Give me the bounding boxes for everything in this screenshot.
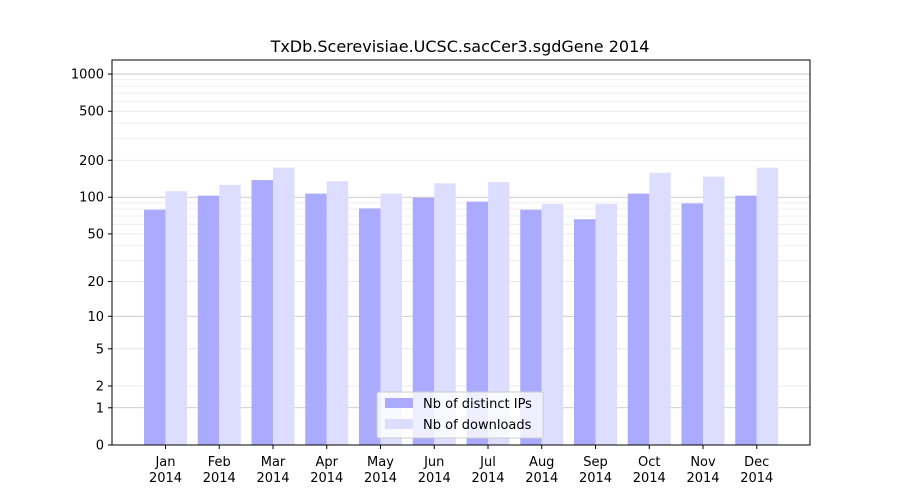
- y-tick-label: 20: [87, 275, 104, 290]
- bar-downloads: [541, 204, 564, 445]
- x-tick-label-year: 2014: [310, 471, 343, 486]
- bar-distinct-ips: [197, 195, 220, 445]
- bar-downloads: [165, 191, 187, 445]
- x-tick-label-year: 2014: [203, 471, 236, 486]
- x-tick-label-month: Feb: [208, 455, 231, 470]
- x-tick-label-month: Oct: [638, 455, 660, 470]
- x-tick-label-year: 2014: [149, 471, 182, 486]
- bar-distinct-ips: [412, 197, 435, 445]
- y-tick-label: 200: [79, 154, 104, 169]
- bar-downloads: [756, 167, 779, 445]
- x-tick-label-year: 2014: [686, 471, 719, 486]
- y-tick-label: 5: [96, 342, 104, 357]
- x-tick-label-year: 2014: [633, 471, 666, 486]
- x-tick-label-month: Jul: [479, 455, 496, 470]
- y-tick-label: 100: [79, 191, 104, 206]
- y-tick-label: 500: [79, 105, 104, 120]
- x-tick-label-month: Jan: [154, 455, 175, 470]
- y-tick-label: 1000: [71, 68, 104, 83]
- x-tick-label-month: Sep: [583, 455, 608, 470]
- legend-box: [376, 391, 544, 439]
- x-tick-label-year: 2014: [471, 471, 504, 486]
- x-tick-label-year: 2014: [579, 471, 612, 486]
- bar-downloads: [326, 181, 349, 445]
- x-tick-label-month: May: [367, 455, 394, 470]
- x-tick-label-month: Nov: [690, 455, 716, 470]
- bar-distinct-ips: [681, 203, 703, 445]
- legend-swatch-ips: [385, 398, 413, 408]
- bar-downloads: [595, 204, 617, 445]
- plot-frame: [111, 59, 811, 446]
- y-tick-label: 1: [96, 401, 104, 416]
- x-tick-label-month: Apr: [316, 455, 339, 470]
- x-tick-label-year: 2014: [418, 471, 451, 486]
- x-tick-label-year: 2014: [740, 471, 773, 486]
- bar-distinct-ips: [359, 208, 381, 445]
- y-tick-label: 2: [96, 380, 104, 395]
- bar-distinct-ips: [305, 193, 327, 445]
- bar-downloads: [219, 184, 241, 445]
- legend-label-ips: Nb of distinct IPs: [423, 397, 532, 412]
- bar-downloads: [434, 183, 456, 445]
- x-tick-label-month: Dec: [744, 455, 769, 470]
- legend-swatch-downloads: [385, 419, 413, 429]
- legend: Nb of distinct IPs Nb of downloads: [376, 391, 544, 439]
- bar-downloads: [488, 182, 510, 445]
- bar-downloads: [273, 167, 295, 445]
- bar-distinct-ips: [520, 209, 542, 445]
- y-tick-label: 50: [87, 227, 104, 242]
- bar-downloads: [649, 172, 671, 445]
- bar-distinct-ips: [627, 193, 650, 445]
- bar-distinct-ips: [251, 180, 273, 445]
- x-tick-label-month: Jun: [423, 455, 444, 470]
- x-tick-label-year: 2014: [525, 471, 558, 486]
- bar-distinct-ips: [574, 219, 596, 445]
- bar-distinct-ips: [144, 209, 166, 445]
- bar-downloads: [380, 193, 402, 445]
- chart-title: TxDb.Scerevisiae.UCSC.sacCer3.sgdGene 20…: [270, 37, 650, 56]
- legend-label-downloads: Nb of downloads: [423, 418, 532, 433]
- y-tick-label: 10: [87, 310, 104, 325]
- x-axis: Jan2014Feb2014Mar2014Apr2014May2014Jun20…: [149, 445, 773, 486]
- x-tick-label-year: 2014: [256, 471, 289, 486]
- x-tick-label-month: Aug: [529, 455, 554, 470]
- y-tick-label: 0: [96, 439, 104, 454]
- bar-distinct-ips: [735, 195, 757, 445]
- bar-downloads: [703, 176, 725, 445]
- x-tick-label-month: Mar: [261, 455, 286, 470]
- bars: [144, 167, 779, 445]
- x-tick-label-year: 2014: [364, 471, 397, 486]
- bar-distinct-ips: [466, 201, 488, 445]
- y-axis: 0 1 2 5 10 20 50 100 200 500 1000: [71, 68, 112, 454]
